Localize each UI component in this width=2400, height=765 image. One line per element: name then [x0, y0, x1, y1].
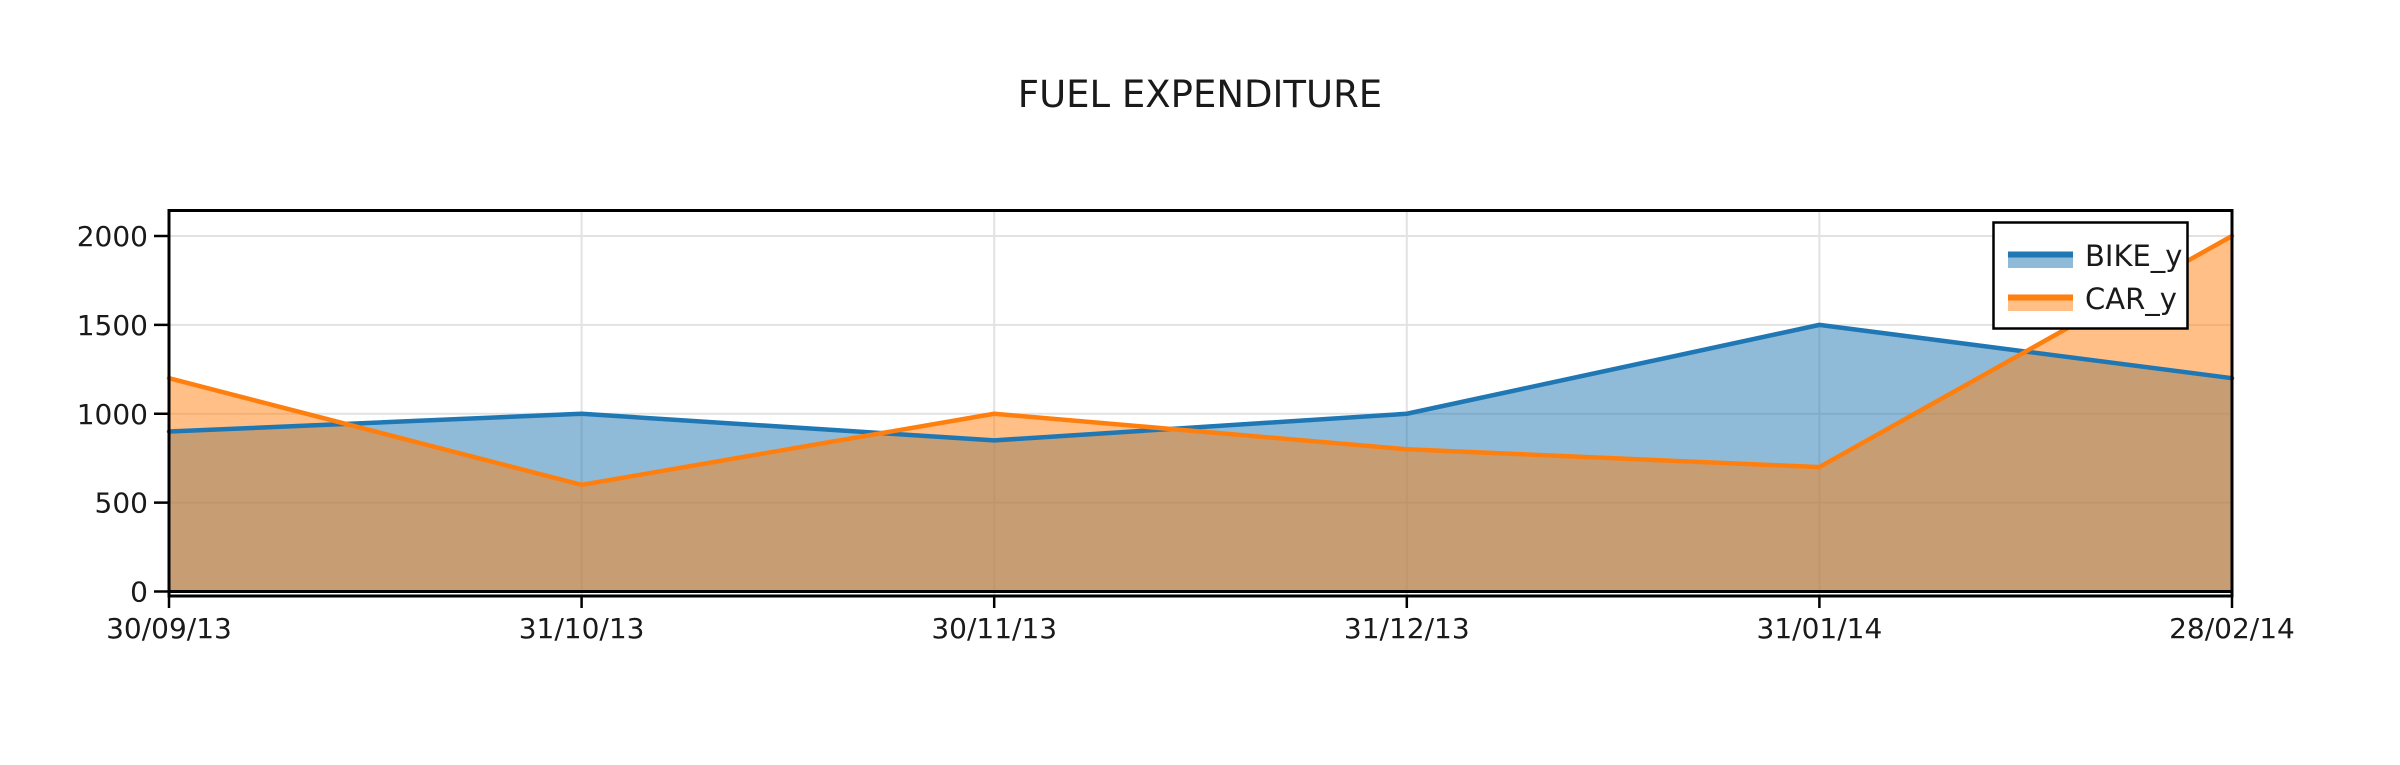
- x-tick-label: 31/10/13: [519, 612, 645, 645]
- series-lines: [166, 233, 2235, 488]
- legend-swatch-fill: [2008, 257, 2073, 268]
- x-tick-labels: 30/09/13 31/10/13 30/11/13 31/12/13 31/01/14…: [106, 612, 2295, 645]
- y-tick-label: 2000: [77, 220, 148, 253]
- y-tick-labels: 0 500 1000 1500 2000: [77, 220, 148, 609]
- y-tick-label: 500: [95, 487, 148, 520]
- series-fills: [169, 236, 2232, 592]
- legend-swatch-fill: [2008, 300, 2073, 311]
- x-tick-label: 28/02/14: [2169, 612, 2295, 645]
- series-car-y-line: [166, 233, 2235, 488]
- x-tick-label: 30/09/13: [106, 612, 232, 645]
- series-car-y-area: [169, 236, 2232, 592]
- legend: BIKE_y CAR_y: [1992, 221, 2189, 330]
- series-bike-y-line: [166, 322, 2235, 443]
- plot-border: [167, 209, 2234, 598]
- tick-marks: [154, 234, 2234, 608]
- y-tick-label: 1000: [77, 398, 148, 431]
- y-tick-label: 1500: [77, 309, 148, 342]
- axes: [167, 209, 2234, 598]
- x-tick-label: 30/11/13: [931, 612, 1057, 645]
- x-tick-label: 31/01/14: [1757, 612, 1883, 645]
- chart-title: FUEL EXPENDITURE: [1018, 73, 1382, 116]
- legend-label: CAR_y: [2085, 282, 2177, 316]
- legend-label: BIKE_y: [2085, 239, 2182, 273]
- y-tick-label: 0: [130, 576, 148, 609]
- x-tick-label: 31/12/13: [1344, 612, 1470, 645]
